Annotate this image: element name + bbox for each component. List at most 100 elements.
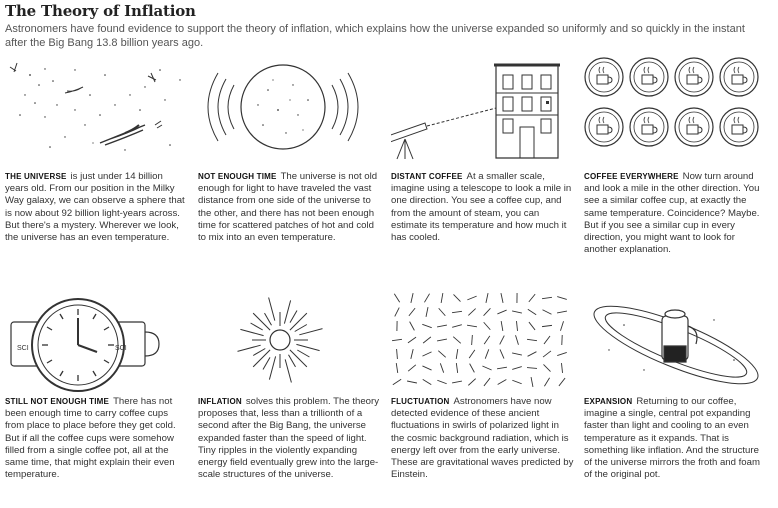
coffee-cup-icon: [675, 58, 713, 96]
panel-label: THE UNIVERSE: [5, 172, 67, 181]
polarization-dash: [439, 308, 446, 315]
polarization-dash: [410, 322, 415, 331]
polarization-illustration: [391, 290, 576, 395]
burst-svg: [198, 290, 383, 395]
panel-body: Astronomers have now detected evidence o…: [391, 396, 574, 481]
burst-ray: [289, 355, 296, 367]
polarization-dash: [527, 368, 537, 369]
burst-ray: [237, 345, 260, 351]
polarization-dash: [557, 352, 567, 355]
telescope-building-illustration: [391, 55, 576, 160]
clock-mugs-svg: SCI SCI: [5, 290, 190, 395]
burst-ray: [265, 313, 272, 325]
polarization-dash: [397, 349, 398, 359]
burst-ray: [290, 350, 307, 367]
burst-ray: [240, 329, 263, 335]
coffee-pot-svg: [584, 290, 769, 395]
panel-text: INFLATION solves this problem. The theory…: [198, 396, 381, 481]
polarization-dash: [501, 293, 503, 303]
burst-ray: [296, 344, 319, 350]
burst-ray: [299, 329, 322, 335]
polarization-dash: [543, 310, 552, 314]
polarization-dash: [527, 339, 537, 340]
polarization-dash: [472, 335, 473, 345]
polarization-dash: [468, 379, 475, 386]
coffee-cup-icon: [630, 108, 668, 146]
polarization-dash: [560, 321, 563, 331]
panel-text: FLUCTUATION Astronomers have now detected…: [391, 396, 574, 481]
polarization-dash: [452, 325, 462, 328]
polarization-dash: [561, 363, 562, 373]
polarization-dash: [396, 363, 397, 373]
clock-mugs-illustration: SCI SCI: [5, 290, 190, 395]
panel-body: is just under 14 billion years old. From…: [5, 171, 185, 244]
polarization-dash: [484, 308, 491, 315]
panel-text: DISTANT COFFEE At a smaller scale, imagin…: [391, 171, 574, 244]
panel-label: STILL NOT ENOUGH TIME: [5, 397, 110, 406]
panel-body: At a smaller scale, imagine using a tele…: [391, 171, 572, 244]
polarization-svg: [391, 290, 576, 395]
mug-label-left: SCI: [17, 345, 29, 352]
polarization-dash: [529, 294, 535, 302]
panel-label: FLUCTUATION: [391, 397, 450, 406]
polarization-dash: [411, 349, 413, 359]
polarization-dash: [486, 293, 488, 303]
coffee-grid-svg: [584, 55, 769, 160]
polarization-dash: [452, 311, 462, 312]
polarization-dash: [544, 336, 550, 344]
polarization-dash: [394, 294, 399, 302]
coffee-cup-icon: [630, 58, 668, 96]
polarization-dash: [516, 335, 519, 345]
polarization-dash: [407, 381, 417, 383]
panel-label: NOT ENOUGH TIME: [198, 172, 277, 181]
burst-ray: [269, 297, 275, 320]
polarization-dash: [500, 349, 504, 358]
polarization-dash: [559, 378, 565, 386]
panel-text: NOT ENOUGH TIME The universe is not old e…: [198, 171, 381, 244]
burst-ray: [290, 311, 297, 323]
polarization-dash: [453, 337, 461, 344]
coffee-cup-icon: [720, 108, 758, 146]
polarization-dash: [422, 366, 431, 370]
polarization-dash: [516, 321, 517, 331]
polarization-dash: [528, 309, 536, 314]
panel-text: EXPANSION Returning to our coffee, imagin…: [584, 396, 767, 481]
panel-body: Now turn around and look a mile in the o…: [584, 171, 760, 256]
polarization-dash: [512, 380, 521, 384]
panel-body: solves this problem. The theory proposes…: [198, 396, 380, 481]
polarization-dash: [544, 378, 549, 387]
polarization-dash: [440, 363, 443, 372]
sphere-illustration: [198, 55, 383, 160]
burst-illustration: [198, 290, 383, 395]
polarization-dash: [437, 380, 446, 383]
polarization-dash: [482, 366, 491, 370]
panel-text: COFFEE EVERYWHERE Now turn around and loo…: [584, 171, 767, 256]
polarization-dash: [542, 297, 552, 298]
burst-ray: [285, 359, 291, 382]
panel-label: INFLATION: [198, 397, 242, 406]
panel-body: There has not been enough time to carry …: [5, 396, 176, 481]
polarization-dash: [485, 349, 489, 358]
polarization-dash: [469, 350, 475, 358]
polarization-dash: [470, 364, 475, 373]
polarization-dash: [408, 337, 416, 343]
polarization-dash: [422, 324, 431, 327]
polarization-dash: [424, 294, 429, 303]
polarization-dash: [484, 322, 491, 330]
polarization-dash: [500, 336, 505, 345]
panel-text: THE UNIVERSE is just under 14 billion yea…: [5, 171, 188, 244]
polarization-dash: [423, 337, 431, 343]
polarization-dash: [531, 377, 533, 387]
mug-label-right: SCI: [115, 345, 127, 352]
polarization-dash: [426, 307, 428, 317]
polarization-dash: [557, 311, 567, 313]
panel-label: DISTANT COFFEE: [391, 172, 463, 181]
polarization-dash: [456, 349, 458, 359]
coffee-cup-icon: [585, 58, 623, 96]
polarization-dash: [512, 311, 522, 313]
polarization-dash: [498, 380, 507, 385]
polarization-dash: [411, 293, 413, 303]
polarization-dash: [528, 352, 537, 357]
burst-ray: [253, 349, 265, 356]
panel-label: EXPANSION: [584, 397, 633, 406]
